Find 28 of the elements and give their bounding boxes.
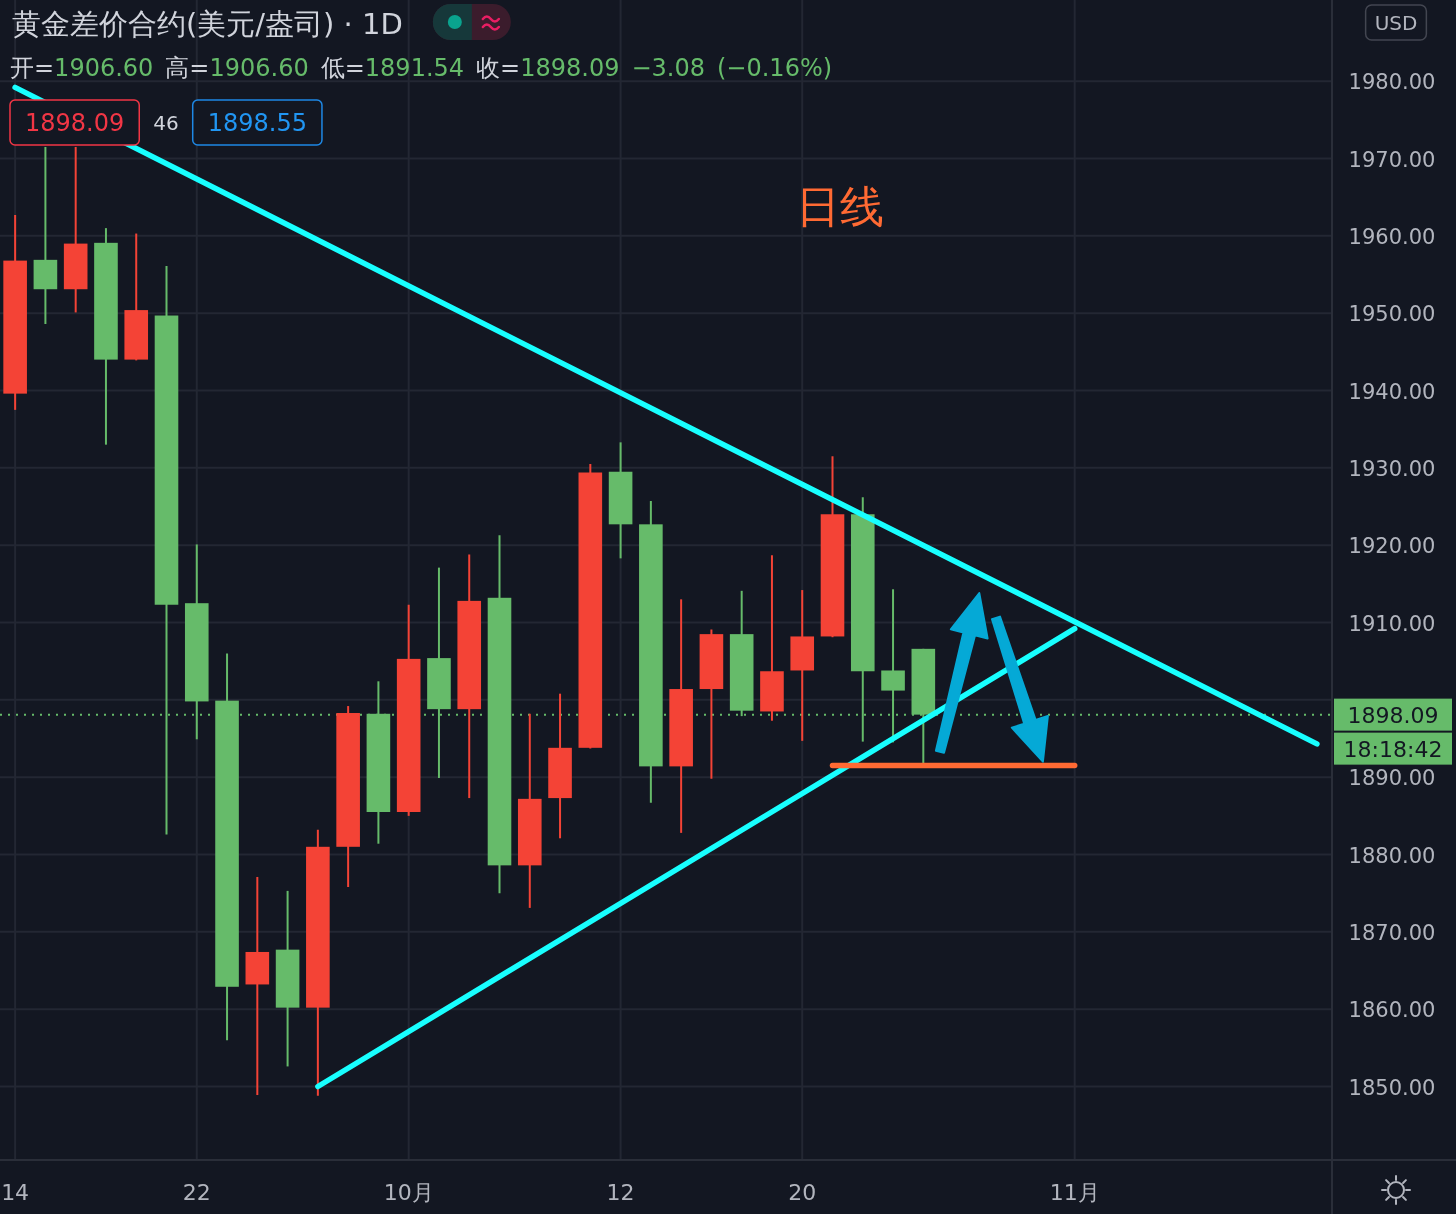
y-tick-label: 1980.00 bbox=[1348, 70, 1436, 95]
y-tick-label: 1880.00 bbox=[1348, 843, 1436, 868]
annotation: 46 bbox=[153, 111, 179, 135]
x-tick-label: 12 bbox=[606, 1180, 635, 1205]
x-tick-label: 20 bbox=[788, 1180, 817, 1205]
annotation: 日线 bbox=[796, 181, 884, 232]
y-tick-label: 1930.00 bbox=[1348, 456, 1436, 481]
y-tick-label: 1850.00 bbox=[1348, 1075, 1436, 1100]
text: 18:18:42 bbox=[1343, 736, 1443, 762]
y-axis-title: USD bbox=[1374, 11, 1418, 35]
ref-line-label: 1898.09 bbox=[1347, 702, 1439, 728]
y-tick-label: 1920.00 bbox=[1348, 534, 1436, 559]
x-tick-label: 14 bbox=[1, 1180, 30, 1205]
x-tick-label: 10月 bbox=[383, 1180, 434, 1205]
y-tick-label: 1950.00 bbox=[1348, 302, 1436, 327]
y-tick-label: 1970.00 bbox=[1348, 147, 1436, 172]
y-tick-label: 1890.00 bbox=[1348, 766, 1436, 791]
annotation: 1898.55 bbox=[207, 109, 307, 137]
subtitle: 开=1906.60 高=1906.60 低=1891.54 收=1898.09 −3.08 (−0.16%) bbox=[10, 54, 833, 82]
y-tick-label: 1870.00 bbox=[1348, 920, 1436, 945]
y-tick-label: 1910.00 bbox=[1348, 611, 1436, 636]
title: 黄金差价合约(美元/盎司) · 1D bbox=[12, 7, 403, 41]
x-tick-label: 22 bbox=[182, 1180, 211, 1205]
y-tick-label: 1940.00 bbox=[1348, 379, 1436, 404]
x-tick-label: 11月 bbox=[1049, 1180, 1100, 1205]
y-tick-label: 1960.00 bbox=[1348, 224, 1436, 249]
y-tick-label: 1860.00 bbox=[1348, 998, 1436, 1023]
text: 1898.09 bbox=[25, 109, 125, 137]
